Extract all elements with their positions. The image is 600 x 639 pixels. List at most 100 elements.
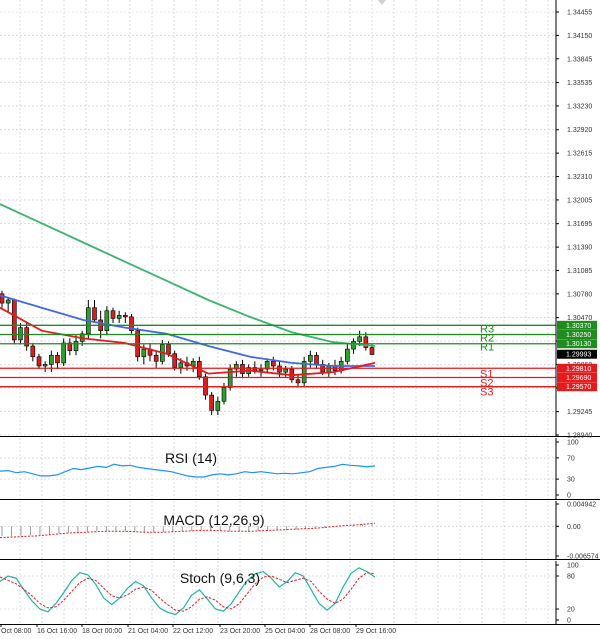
candle-body: [67, 342, 73, 351]
scroll-marker-icon: [378, 0, 386, 5]
level-badge-text: 1.29690: [566, 375, 591, 382]
time-label: 25 Oct 04:00: [265, 628, 305, 635]
rsi-tick-label: 70: [567, 455, 575, 462]
candle-body: [61, 342, 66, 364]
candle-body: [116, 315, 122, 319]
price-tick-label: 1.32005: [567, 197, 592, 204]
level-badge: [557, 363, 597, 373]
candle-body: [73, 341, 79, 351]
candle-body: [351, 341, 356, 350]
candle-body: [209, 394, 214, 411]
candle-body: [49, 354, 54, 365]
candle-body: [0, 293, 5, 304]
candle-body: [92, 307, 97, 321]
stoch-tick-label: 80: [567, 574, 575, 581]
stoch-tick-label: 20: [567, 607, 575, 614]
stoch-k-line: [0, 567, 376, 616]
level-badge-text: 1.30370: [566, 323, 591, 330]
time-label: Oct 08:00: [1, 628, 31, 635]
current-price-text: 1.29993: [566, 352, 591, 359]
candle-body: [18, 327, 23, 341]
macd-tick-label: -0.006574: [567, 554, 599, 561]
candle-body: [104, 310, 110, 331]
level-name: R1: [480, 342, 494, 354]
candle-body: [172, 353, 177, 368]
price-tick-label: 1.31695: [567, 221, 592, 228]
price-tick-label: 1.33535: [567, 80, 592, 87]
stoch-d-line: [0, 572, 376, 612]
candle-body: [301, 361, 307, 384]
level-badge: [557, 372, 597, 382]
level-badge: [557, 339, 597, 349]
level-badge: [557, 382, 597, 392]
candle-body: [42, 364, 48, 367]
price-tick-label: 1.32920: [567, 127, 592, 134]
candle-body: [203, 376, 208, 396]
candle-body: [153, 354, 159, 362]
candle-body: [271, 361, 276, 367]
price-tick-label: 1.33230: [567, 103, 592, 110]
candle-body: [123, 315, 128, 318]
candle-body: [36, 356, 42, 367]
candle-body: [295, 379, 301, 384]
macd-tick-label: 0.00: [567, 524, 581, 531]
level-badge-text: 1.30130: [566, 341, 591, 348]
level-badge: [557, 330, 597, 340]
rsi-tick-label: 100: [567, 440, 579, 447]
candle-body: [357, 336, 362, 342]
candle-body: [369, 347, 375, 355]
candle-body: [234, 364, 239, 370]
candle-body: [277, 365, 282, 373]
candle-body: [326, 365, 332, 373]
level-name: R2: [480, 333, 494, 345]
moving-average-line: [0, 294, 375, 367]
macd-panel: [0, 522, 376, 539]
candle-body: [345, 348, 350, 362]
rsi-title: RSI (14): [165, 450, 217, 466]
macd-tick-label: 0.004942: [567, 502, 596, 509]
stoch-title: Stoch (9,6,3): [180, 570, 260, 586]
candle-body: [166, 344, 171, 354]
candle-body: [5, 299, 11, 304]
current-price-badge: [557, 349, 597, 359]
time-label: 23 Oct 20:00: [220, 628, 260, 635]
candle-body: [215, 400, 221, 411]
price-tick-label: 1.32615: [567, 151, 592, 158]
candle-body: [264, 361, 270, 370]
time-label: 28 Oct 08:00: [310, 628, 350, 635]
candle-body: [24, 327, 29, 347]
rsi-tick-label: 30: [567, 477, 575, 484]
time-label: 18 Oct 00:00: [82, 628, 122, 635]
candle-body: [258, 368, 264, 371]
candle-body: [283, 368, 288, 373]
rsi-tick-label: 0: [567, 493, 571, 500]
price-tick-label: 1.31085: [567, 268, 592, 275]
level-badge: [557, 320, 597, 330]
stoch-tick-label: 100: [567, 563, 579, 570]
macd-title: MACD (12,26,9): [163, 512, 264, 528]
price-tick-label: 1.30470: [567, 315, 592, 322]
candle-body: [314, 354, 319, 365]
grid-layer: [0, 0, 556, 624]
candle-body: [240, 364, 245, 374]
time-label: 16 Oct 16:00: [37, 628, 77, 635]
time-label: 22 Oct 12:00: [173, 628, 213, 635]
candle-body: [30, 345, 36, 358]
price-tick-label: 1.34150: [567, 33, 592, 40]
candle-body: [110, 310, 116, 319]
level-badge-text: 1.30250: [566, 332, 591, 339]
price-tick-label: 1.28940: [567, 433, 592, 440]
candle-body: [141, 348, 147, 358]
moving-average-line: [0, 203, 376, 347]
macd-signal-line: [0, 522, 376, 539]
level-badge-text: 1.29570: [566, 384, 591, 391]
level-badge-text: 1.29810: [566, 366, 591, 373]
price-tick-label: 1.31390: [567, 245, 592, 252]
candle-body: [227, 368, 233, 388]
candle-body: [363, 336, 369, 348]
level-name: S3: [480, 387, 493, 399]
